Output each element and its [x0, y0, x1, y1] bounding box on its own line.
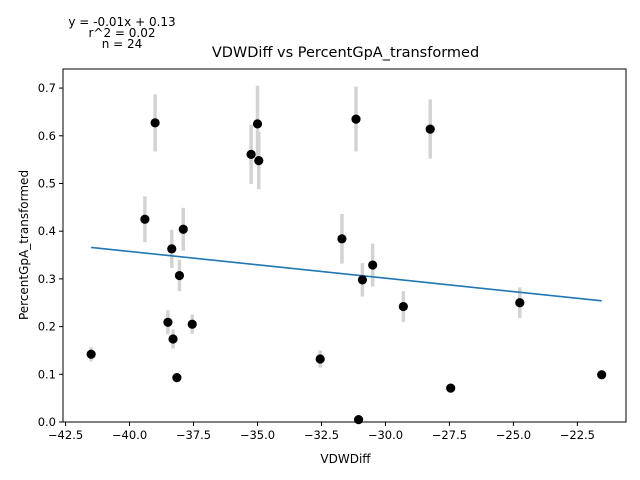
data-point [172, 373, 182, 383]
data-point [425, 124, 435, 134]
annotation-n: n = 24 [102, 37, 143, 51]
axes [62, 68, 627, 423]
fit-line-group [91, 246, 602, 302]
data-point [446, 383, 456, 393]
data-point [315, 354, 325, 364]
data-point [163, 317, 173, 327]
annotation-equation: y = -0.01x + 0.13 [68, 15, 175, 29]
fit-line [91, 246, 602, 302]
x-tick-label: −35.0 [240, 428, 275, 442]
ticks: −42.5 −40.0 −37.5 −35.0 −32.5 −30.0 −27.5 −25.0… [38, 81, 595, 442]
y-tick-label: 0.1 [38, 367, 56, 381]
data-point [353, 415, 364, 425]
data-point [357, 275, 368, 285]
data-point [86, 349, 96, 359]
x-tick-label: −32.5 [304, 428, 339, 442]
x-axis-label: VDWDiff [320, 452, 371, 466]
data-point [252, 119, 263, 129]
x-tick-label: −27.5 [432, 428, 467, 442]
data-point [174, 270, 185, 281]
y-tick-label: 0.4 [38, 224, 56, 238]
x-tick-label: −42.5 [48, 428, 83, 442]
data-point [254, 155, 264, 166]
x-tick-label: −40.0 [112, 428, 147, 442]
x-tick-label: −25.0 [496, 428, 531, 442]
data-point [187, 319, 197, 329]
data-point [167, 244, 177, 254]
x-tick-label: −37.5 [176, 428, 211, 442]
x-tick-label: −22.5 [560, 428, 595, 442]
data-point [150, 118, 160, 128]
y-tick-label: 0.0 [38, 415, 56, 429]
data-point [597, 370, 607, 380]
y-axis-label: PercentGpA_transformed [17, 170, 31, 320]
y-tick-label: 0.5 [38, 176, 56, 190]
data-point [246, 149, 256, 159]
data-point [368, 260, 378, 270]
data-point [178, 224, 188, 234]
y-tick-label: 0.7 [38, 81, 56, 95]
data-point [398, 301, 408, 312]
error-bars [89, 85, 522, 383]
data-points [86, 114, 607, 425]
y-tick-label: 0.6 [38, 129, 56, 143]
chart-title: VDWDiff vs PercentGpA_transformed [212, 45, 479, 61]
data-point [351, 114, 361, 124]
x-tick-label: −30.0 [368, 428, 403, 442]
plot-frame [62, 68, 627, 423]
data-point [168, 334, 178, 344]
data-point [515, 298, 525, 308]
data-point [337, 234, 347, 244]
data-point [140, 214, 150, 224]
annotation-r-squared: r^2 = 0.02 [88, 26, 155, 40]
y-tick-label: 0.2 [38, 320, 56, 334]
y-tick-label: 0.3 [38, 272, 56, 286]
